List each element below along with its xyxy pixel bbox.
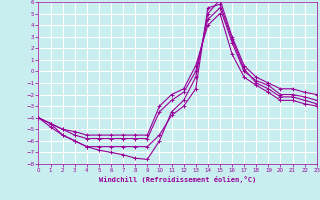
X-axis label: Windchill (Refroidissement éolien,°C): Windchill (Refroidissement éolien,°C) [99,176,256,183]
